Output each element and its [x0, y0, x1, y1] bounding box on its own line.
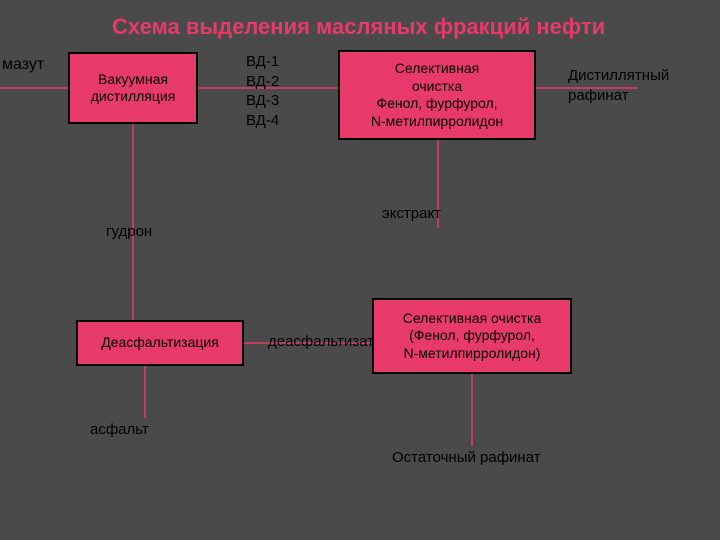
- node-n3: Деасфальтизация: [76, 320, 244, 366]
- node-label: Деасфальтизация: [101, 334, 219, 352]
- label-l_vd: ВД-1 ВД-2 ВД-3 ВД-4: [246, 52, 279, 130]
- diagram-stage: Схема выделения масляных фракций нефти В…: [0, 0, 720, 540]
- label-l_extr: экстракт: [382, 204, 441, 224]
- label-l_mazut: мазут: [2, 55, 44, 76]
- label-l_deasf: деасфальтизат: [268, 332, 374, 352]
- node-label: Селективная очистка Фенол, фурфурол, N-м…: [371, 60, 503, 130]
- label-l_gudron: гудрон: [106, 222, 152, 242]
- node-n1: Вакуумная дистилляция: [68, 52, 198, 124]
- label-l_asf: асфальт: [90, 420, 149, 440]
- node-label: Вакуумная дистилляция: [91, 71, 176, 106]
- node-label: Селективная очистка (Фенол, фурфурол, N-…: [403, 310, 542, 363]
- label-l_ost: Остаточный рафинат: [392, 448, 541, 468]
- label-l_raf: Дистиллятный рафинат: [568, 66, 669, 105]
- node-n4: Селективная очистка (Фенол, фурфурол, N-…: [372, 298, 572, 374]
- node-n2: Селективная очистка Фенол, фурфурол, N-м…: [338, 50, 536, 140]
- diagram-title: Схема выделения масляных фракций нефти: [112, 14, 605, 40]
